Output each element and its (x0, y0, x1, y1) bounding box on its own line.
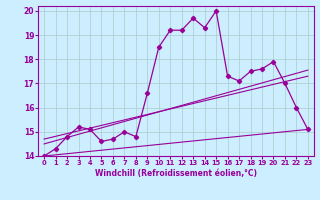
X-axis label: Windchill (Refroidissement éolien,°C): Windchill (Refroidissement éolien,°C) (95, 169, 257, 178)
